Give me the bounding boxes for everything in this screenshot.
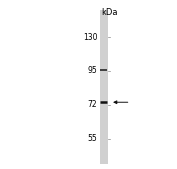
Text: 130: 130 xyxy=(83,33,97,42)
Text: kDa: kDa xyxy=(101,8,118,17)
Text: 55: 55 xyxy=(88,134,97,143)
Bar xyxy=(99,10,108,164)
Text: 95: 95 xyxy=(88,66,97,76)
Text: 72: 72 xyxy=(88,100,97,109)
